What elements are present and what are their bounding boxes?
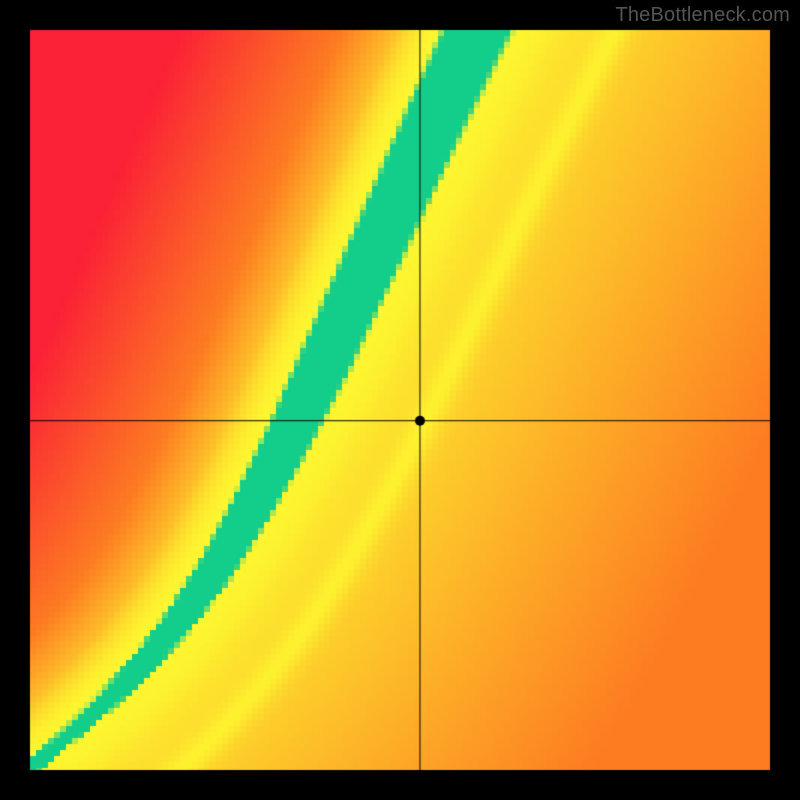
heatmap-canvas bbox=[0, 0, 800, 800]
chart-container: TheBottleneck.com bbox=[0, 0, 800, 800]
watermark-text: TheBottleneck.com bbox=[615, 4, 790, 27]
